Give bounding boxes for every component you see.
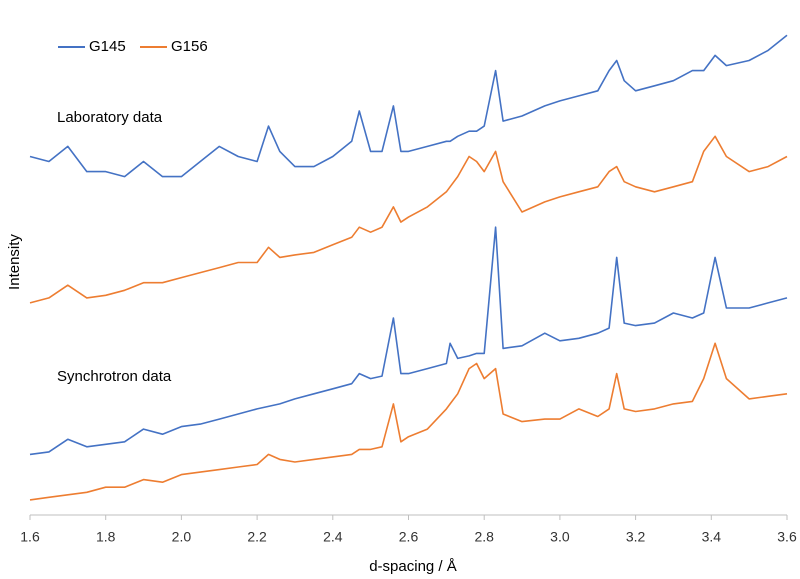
- x-tick-label: 2.8: [474, 529, 494, 545]
- legend-label: G145: [89, 38, 126, 55]
- x-tick-label: 2.4: [323, 529, 343, 545]
- x-tick-label: 1.8: [96, 529, 116, 545]
- series-line: [29, 34, 788, 178]
- x-tick-label: 2.6: [399, 529, 419, 545]
- legend-label: G156: [171, 38, 208, 55]
- series-line: [29, 342, 788, 501]
- x-tick-label: 2.0: [172, 529, 192, 545]
- x-tick-label: 3.2: [626, 529, 646, 545]
- x-tick-label: 1.6: [20, 529, 40, 545]
- annotation: Laboratory data: [57, 109, 163, 126]
- x-tick-label: 2.2: [247, 529, 267, 545]
- series-line: [29, 226, 788, 456]
- x-axis-label: d-spacing / Å: [369, 558, 457, 575]
- series-line: [29, 135, 788, 304]
- x-tick-label: 3.0: [550, 529, 570, 545]
- annotation: Synchrotron data: [57, 368, 172, 385]
- x-tick-label: 3.4: [702, 529, 722, 545]
- x-tick-label: 3.6: [777, 529, 797, 545]
- y-axis-label: Intensity: [6, 234, 23, 290]
